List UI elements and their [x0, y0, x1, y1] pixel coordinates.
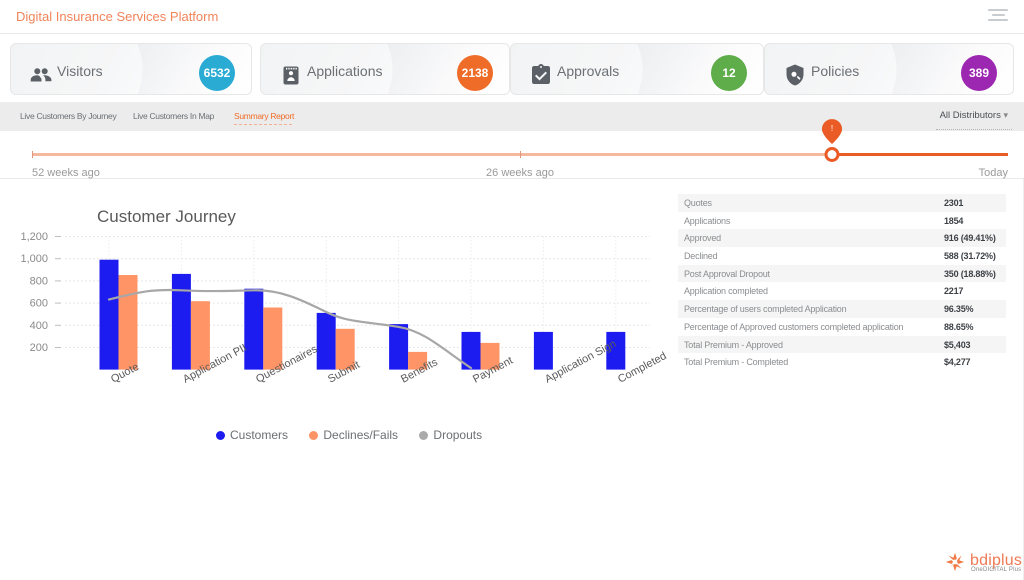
svg-text:!: ! [831, 124, 833, 133]
